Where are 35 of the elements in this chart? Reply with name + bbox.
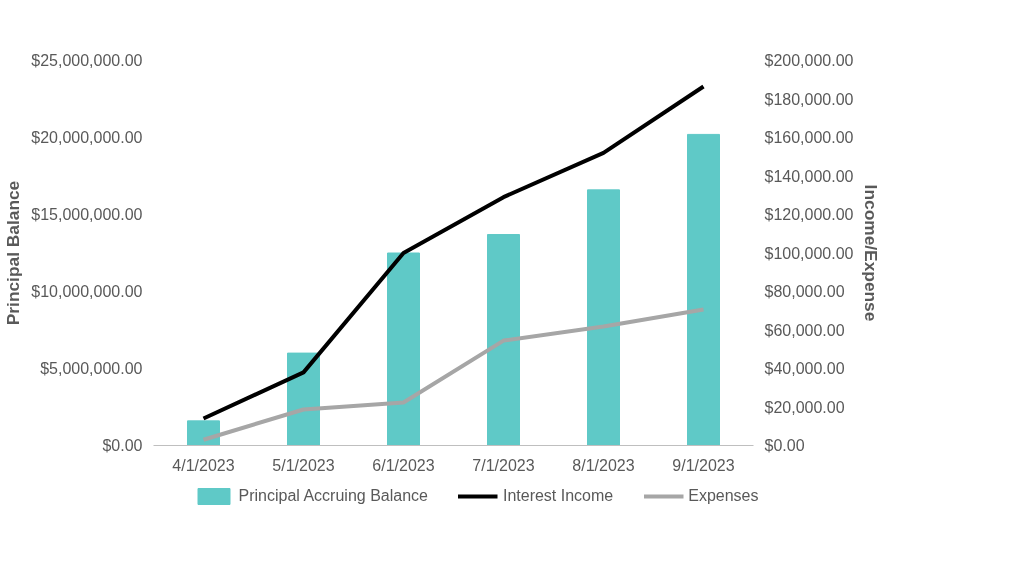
y2-tick-label: $60,000.00: [764, 321, 845, 339]
x-tick-label: 8/1/2023: [572, 456, 635, 474]
y-tick-label: $20,000,000.00: [31, 129, 143, 146]
legend-label: Principal Accruing Balance: [238, 487, 428, 505]
bar: [487, 234, 520, 446]
y2-axis-title: Income/Expense: [861, 184, 882, 322]
bar: [587, 189, 620, 446]
x-tick-label: 6/1/2023: [372, 456, 435, 474]
y2-tick-label: $0.00: [764, 437, 805, 454]
y2-tick-label: $200,000.00: [764, 52, 854, 69]
bar: [387, 252, 420, 446]
legend-label: Interest Income: [502, 487, 614, 505]
x-tick-label: 5/1/2023: [272, 456, 335, 474]
y2-tick-label: $180,000.00: [764, 90, 854, 108]
bar: [687, 133, 720, 446]
y2-tick-label: $40,000.00: [764, 360, 845, 377]
y-tick-label: $5,000,000.00: [40, 360, 143, 377]
line-series: [201, 307, 706, 442]
y2-tick-label: $100,000.00: [764, 244, 854, 262]
y2-tick-label: $80,000.00: [764, 283, 845, 300]
y2-tick-label: $20,000.00: [764, 398, 845, 416]
y2-tick-label: $140,000.00: [764, 167, 854, 185]
x-tick-label: 7/1/2023: [472, 456, 535, 474]
y-axis-title: Principal Balance: [3, 180, 24, 326]
y2-tick-label: $120,000.00: [764, 206, 854, 223]
y-tick-label: $15,000,000.00: [31, 206, 143, 223]
y-tick-label: $25,000,000.00: [31, 52, 143, 69]
y2-tick-label: $160,000.00: [764, 129, 854, 146]
x-tick-label: 9/1/2023: [672, 456, 735, 474]
line-series: [201, 84, 706, 421]
bar: [187, 420, 220, 446]
y-tick-label: $0.00: [102, 437, 143, 454]
y-tick-label: $10,000,000.00: [31, 283, 143, 300]
x-tick-label: 4/1/2023: [172, 456, 235, 474]
legend-label: Expenses: [688, 487, 759, 505]
